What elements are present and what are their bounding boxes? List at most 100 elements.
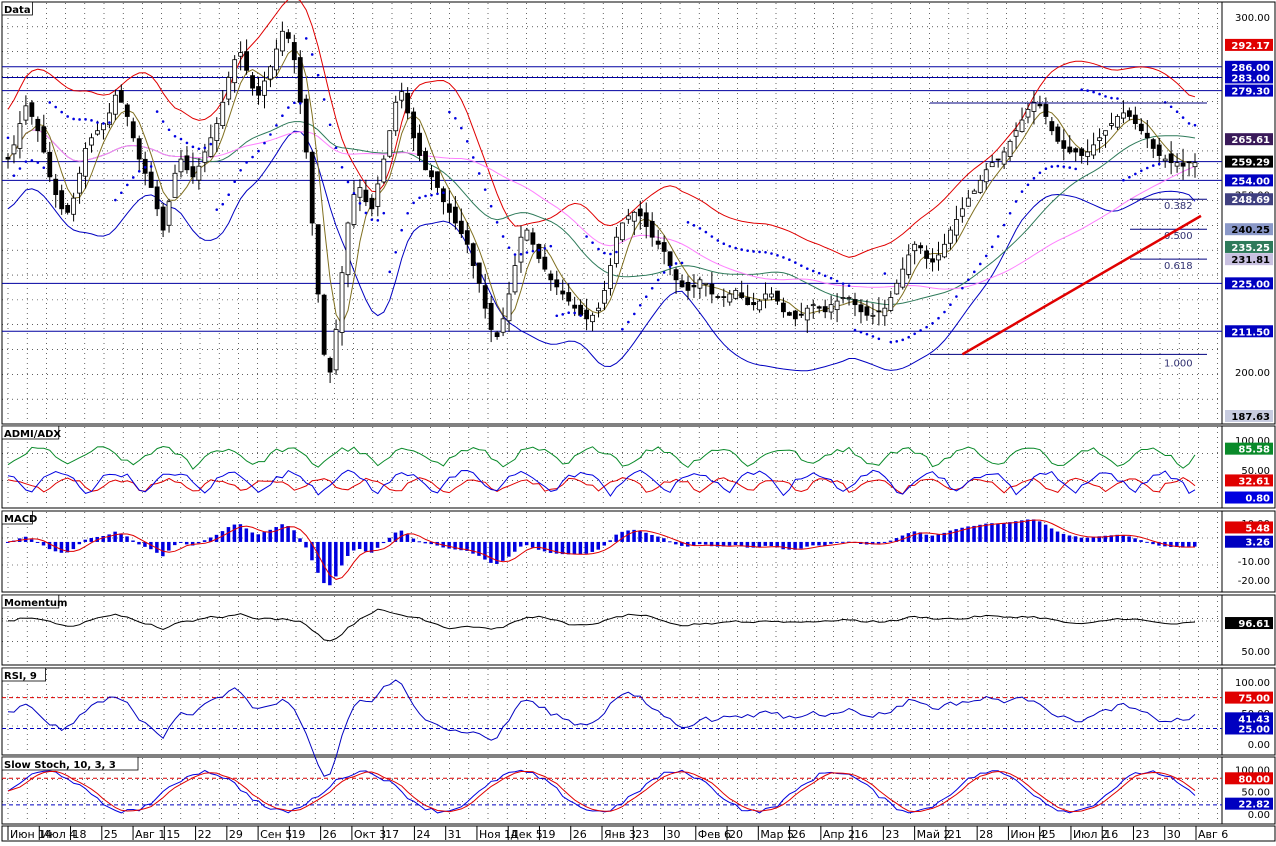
candle-body (1109, 123, 1114, 126)
sar-dot (1193, 123, 1197, 127)
candle-body (643, 212, 649, 227)
panel-momentum: Momentum (1, 594, 1276, 666)
macd-bar (787, 541, 791, 550)
macd-bar (250, 532, 255, 542)
sar-dot (913, 332, 916, 336)
value-tag-label: 3.26 (1245, 538, 1270, 549)
sar-dot (931, 321, 934, 325)
macd-bar (238, 524, 243, 542)
macd-bar (268, 529, 272, 542)
sar-dot (883, 272, 887, 275)
sar-dot (973, 270, 976, 274)
candle-body (77, 172, 82, 194)
sar-dot (937, 316, 940, 320)
macd-bar (721, 541, 726, 547)
macd-bar (757, 541, 762, 548)
sar-dot (412, 201, 415, 205)
macd-bar (304, 541, 308, 548)
candle-body (345, 222, 351, 276)
macd-bar (811, 541, 815, 546)
candle-body (309, 151, 315, 224)
macd-bar (375, 541, 380, 548)
candle-body (238, 52, 244, 57)
candle-body (971, 190, 977, 194)
candle-body (184, 155, 190, 171)
candle-body (876, 310, 882, 313)
macd-bar (715, 541, 720, 547)
candle-body (775, 290, 780, 302)
sar-dot (1086, 89, 1089, 92)
level-tag (1225, 253, 1273, 266)
date-tick-label: Дек 5 (510, 828, 543, 841)
value-tag (1225, 521, 1273, 534)
level-tag (1225, 240, 1273, 253)
sar-dot (621, 327, 624, 331)
candle-body (924, 250, 929, 259)
macd-bar (29, 539, 34, 542)
macd-bar (536, 541, 541, 550)
date-tick-label: 19 (541, 828, 555, 841)
candle-body (900, 268, 906, 288)
candle-body (95, 130, 100, 135)
macd-bar (954, 529, 958, 542)
sar-dot (352, 191, 356, 195)
candle-body (232, 59, 238, 84)
macd-bar (101, 535, 105, 542)
macd-bar (161, 541, 165, 557)
sar-dot (465, 140, 469, 143)
macd-bar (6, 541, 10, 543)
macd-bar (1145, 541, 1149, 543)
macd-bar (292, 530, 296, 542)
macd-bar (626, 530, 630, 542)
candle-body (751, 302, 757, 306)
sar-dot (1092, 90, 1095, 94)
macd-bar (745, 541, 750, 548)
axis-box (1221, 667, 1276, 756)
macd-bar (680, 541, 684, 546)
macd-bar (369, 541, 374, 553)
candle-body (1126, 110, 1132, 117)
macd-bar (208, 537, 213, 542)
axis-tick-label: 50.00 (1241, 788, 1270, 799)
sar-dot (18, 167, 22, 170)
candle-body (1085, 151, 1091, 157)
sar-dot (984, 254, 988, 258)
candle-body (542, 256, 548, 270)
candle-body (494, 332, 500, 337)
macd-bar (727, 541, 732, 546)
candle-body (954, 219, 959, 236)
macd-bar (1133, 538, 1137, 542)
macd-bar (1181, 541, 1185, 548)
level-tag-label: 283.00 (1231, 73, 1270, 84)
axis-tick-label: 100.00 (1235, 678, 1270, 689)
candle-body (83, 148, 88, 177)
candle-body (1103, 130, 1108, 136)
candle-body (930, 258, 935, 263)
sar-dot (835, 279, 839, 283)
sar-dot (358, 202, 362, 205)
macd-bar (996, 523, 1000, 542)
macd-bar (1031, 519, 1036, 542)
sar-dot (961, 286, 964, 290)
macd-bar (495, 541, 499, 564)
candle-body (1055, 126, 1061, 142)
sar-dot (698, 227, 702, 230)
candle-body (1168, 153, 1174, 164)
macd-bar (542, 541, 547, 552)
value-tag-label: 80.00 (1238, 774, 1270, 785)
candle-body (1174, 162, 1180, 167)
candle-body (41, 126, 47, 153)
sar-dot (90, 119, 93, 122)
sar-dot (108, 121, 111, 124)
macd-bar (584, 541, 589, 554)
panel-macd: MACD (1, 510, 1276, 593)
candle-body (1007, 140, 1013, 157)
candle-body (136, 138, 142, 160)
candle-body (1097, 137, 1102, 142)
candle-body (864, 306, 870, 316)
macd-bar (173, 541, 177, 546)
sar-dot (823, 274, 827, 278)
sar-dot (275, 124, 278, 127)
